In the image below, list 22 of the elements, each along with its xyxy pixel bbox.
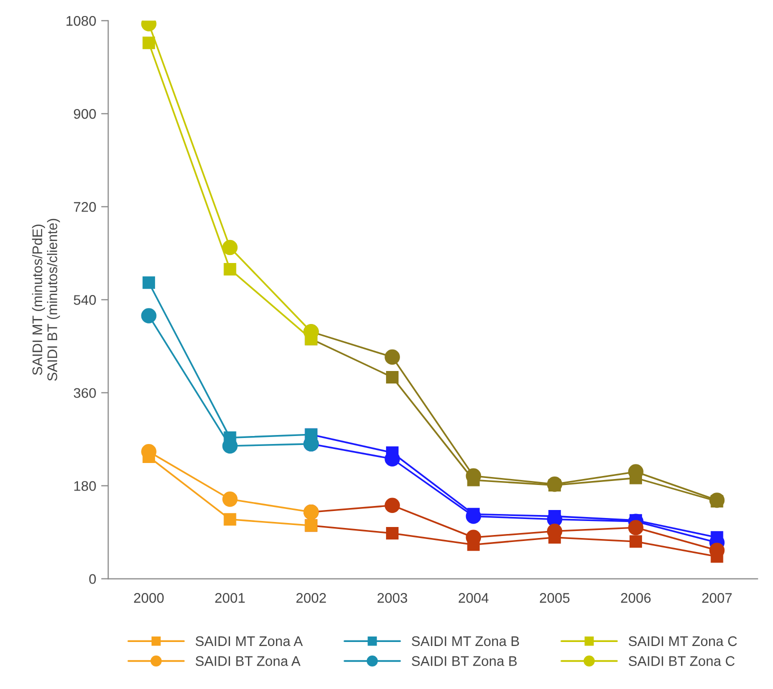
- x-tick-label: 2007: [702, 593, 732, 603]
- legend-label: SAIDI MT Zona B: [412, 636, 520, 646]
- legend-label: SAIDI MT Zona C: [628, 636, 737, 646]
- x-tick-label: 2003: [378, 593, 408, 603]
- x-tick-label: 2000: [134, 593, 164, 603]
- legend-label: SAIDI BT Zona B: [412, 656, 517, 666]
- x-tick-label: 2001: [215, 593, 245, 603]
- legend-label: SAIDI BT Zona A: [196, 656, 300, 666]
- x-tick-label: 2005: [540, 593, 570, 603]
- x-tick-label: 2006: [621, 593, 651, 603]
- y-tick-label: 1080: [66, 16, 96, 26]
- y-tick-label: 900: [74, 109, 96, 119]
- legend-label: SAIDI MT Zona A: [196, 636, 303, 646]
- x-tick-label: 2004: [458, 593, 489, 603]
- y-tick-label: 540: [74, 295, 96, 305]
- y-axis-title: SAIDI MT (minutos/PdE) SAIDI BT (minutos/cliente): [32, 218, 60, 381]
- y-tick-label: 720: [74, 202, 96, 212]
- legend-label: SAIDI BT Zona C: [628, 656, 735, 666]
- y-tick-label: 180: [74, 481, 96, 491]
- y-tick-label: 360: [74, 388, 96, 398]
- x-tick-label: 2002: [296, 593, 326, 603]
- y-tick-label: 0: [89, 574, 96, 584]
